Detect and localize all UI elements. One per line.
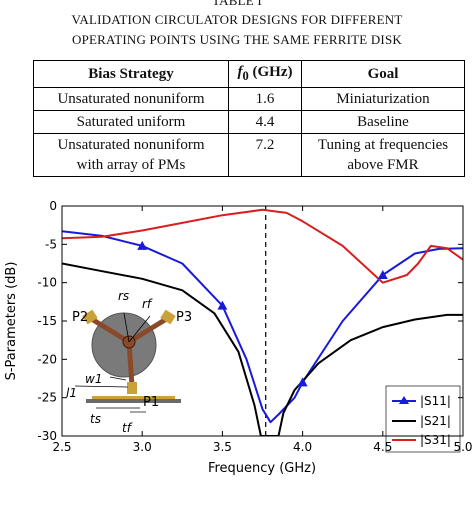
- table-row: Unsaturated nonuniform with array of PMs …: [33, 133, 465, 177]
- inset-label-ts: ts: [90, 412, 101, 426]
- data-point-marker: [377, 270, 388, 279]
- header-bias-strategy: Bias Strategy: [33, 60, 229, 88]
- x-axis-label: Frequency (GHz): [208, 461, 316, 476]
- series-line-s11: [62, 230, 463, 424]
- cell-goal-line1: Tuning at frequencies: [317, 137, 449, 153]
- table-header-row: Bias Strategy f0 (GHz) Goal: [33, 60, 465, 88]
- triangle-marker-icon: [399, 396, 409, 404]
- y-tick-label: -15: [37, 314, 57, 328]
- y-tick-label: -20: [37, 352, 57, 366]
- cell-bias-line1: Unsaturated nonuniform: [57, 137, 205, 153]
- x-tick-label: 4.0: [293, 440, 312, 454]
- chart-legend: |S11| |S21| |S31|: [385, 385, 461, 453]
- table-caption-line2: OPERATING POINTS USING THE SAME FERRITE …: [72, 32, 402, 47]
- table-label: TABLE I: [212, 0, 262, 8]
- cell-bias: Saturated uniform: [33, 110, 229, 134]
- cell-goal: Baseline: [301, 110, 465, 134]
- s-parameter-chart: P2 P3 P1 rs rf w1 l1 ts tf |S11| |S21| |…: [0, 190, 474, 526]
- inset-label-rs: rs: [118, 289, 129, 303]
- y-tick-label: -5: [45, 237, 57, 251]
- table-caption-line1: VALIDATION CIRCULATOR DESIGNS FOR DIFFER…: [71, 12, 403, 27]
- data-point-marker: [297, 377, 308, 387]
- series-line-s21: [62, 262, 463, 436]
- cell-f0: 4.4: [228, 110, 302, 134]
- cell-f0: 7.2: [228, 133, 302, 177]
- x-tick-label: 3.5: [213, 440, 232, 454]
- inset-label-w1: w1: [85, 372, 102, 386]
- cell-goal: Tuning at frequencies above FMR: [301, 133, 465, 177]
- inset-label-p1: P1: [143, 395, 159, 410]
- legend-label-s21: |S21|: [420, 414, 451, 428]
- legend-label-s11: |S11|: [420, 394, 451, 408]
- x-tick-label: 2.5: [52, 440, 71, 454]
- series-line-s31: [62, 208, 463, 284]
- y-axis-label: S-Parameters (dB): [4, 262, 19, 381]
- cell-bias-line2: with array of PMs: [76, 157, 186, 173]
- x-tick-label: 5.0: [453, 440, 472, 454]
- legend-label-s31: |S31|: [420, 433, 451, 447]
- y-tick-label: 0: [49, 199, 57, 213]
- cell-f0: 1.6: [228, 87, 302, 111]
- circulator-inset: P2 P3 P1 rs rf w1 l1 ts tf: [40, 289, 192, 435]
- x-tick-label: 4.5: [373, 440, 392, 454]
- header-goal: Goal: [301, 60, 465, 88]
- y-tick-label: -25: [37, 391, 57, 405]
- cell-bias: Unsaturated nonuniform: [33, 87, 229, 111]
- inset-label-tf: tf: [122, 421, 133, 435]
- table-row: Saturated uniform 4.4 Baseline: [33, 110, 465, 134]
- inset-label-l1: l1: [66, 386, 77, 400]
- circulator-table: Bias Strategy f0 (GHz) Goal Unsaturated …: [33, 60, 465, 177]
- y-tick-label: -30: [37, 429, 57, 443]
- cell-goal-line2: above FMR: [347, 157, 419, 173]
- cell-bias: Unsaturated nonuniform with array of PMs: [33, 133, 229, 177]
- cell-goal: Miniaturization: [301, 87, 465, 111]
- inset-label-rf: rf: [142, 297, 153, 311]
- data-point-marker: [217, 300, 228, 310]
- table-row: Unsaturated nonuniform 1.6 Miniaturizati…: [33, 87, 465, 111]
- inset-label-p3: P3: [176, 310, 192, 325]
- inset-label-p2: P2: [72, 310, 88, 325]
- header-f0: f0 (GHz): [228, 60, 302, 88]
- x-tick-label: 3.0: [133, 440, 152, 454]
- data-point-marker: [137, 240, 148, 250]
- y-tick-label: -10: [37, 276, 57, 290]
